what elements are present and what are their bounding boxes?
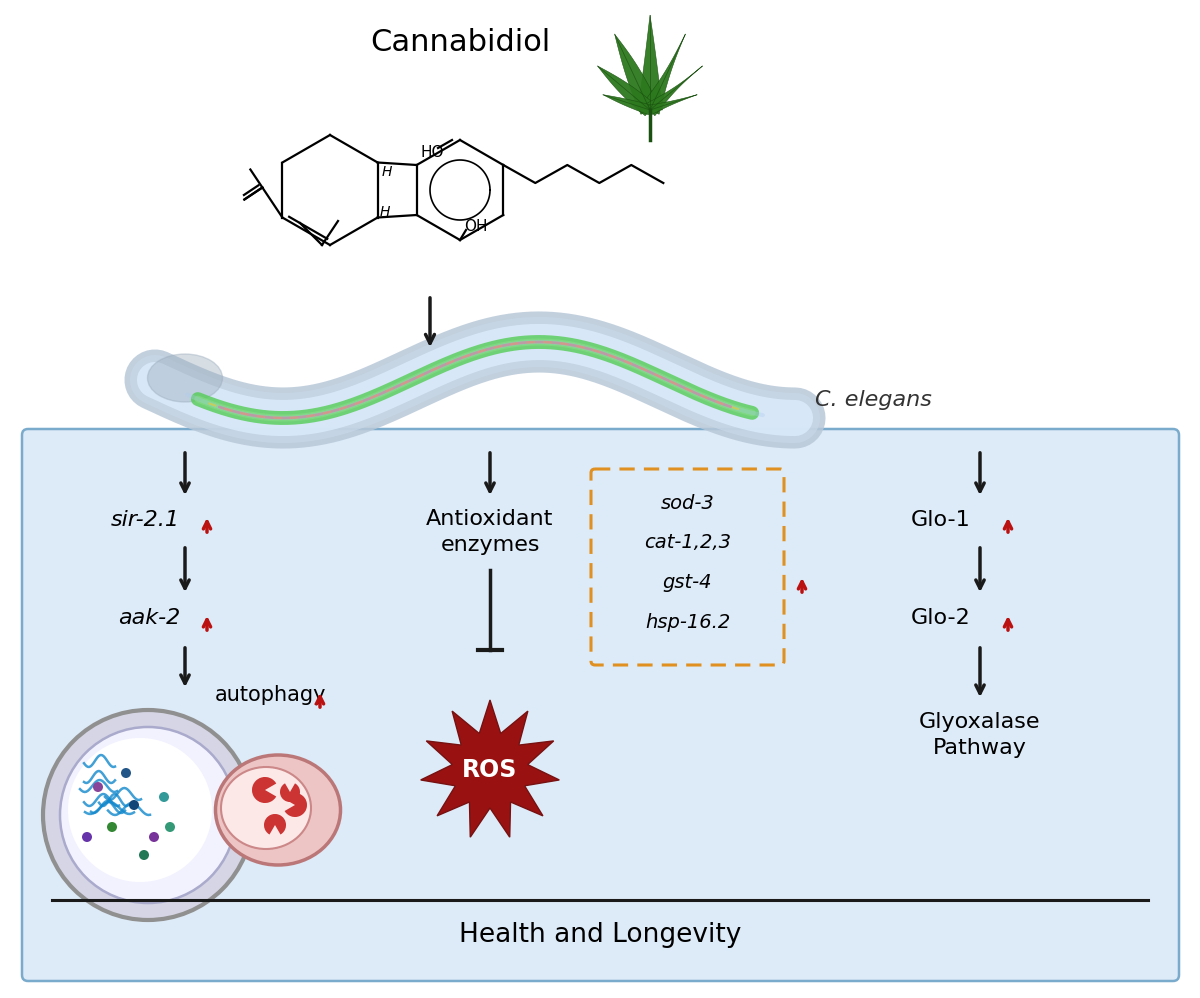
Wedge shape	[280, 783, 300, 802]
Circle shape	[130, 800, 139, 810]
Circle shape	[158, 792, 169, 802]
Wedge shape	[284, 793, 307, 817]
Wedge shape	[252, 777, 276, 803]
Circle shape	[107, 822, 118, 832]
Text: ROS: ROS	[462, 758, 517, 782]
FancyBboxPatch shape	[22, 429, 1178, 981]
Circle shape	[121, 768, 131, 778]
Polygon shape	[646, 66, 702, 116]
Text: sod-3: sod-3	[661, 493, 714, 513]
Text: autophagy: autophagy	[215, 685, 326, 705]
Circle shape	[82, 832, 92, 842]
Polygon shape	[421, 700, 559, 837]
Text: Cannabidiol: Cannabidiol	[370, 28, 550, 57]
Circle shape	[139, 850, 149, 860]
Text: OH: OH	[464, 219, 487, 234]
Text: gst-4: gst-4	[662, 574, 713, 593]
Text: C. elegans: C. elegans	[815, 390, 932, 410]
Polygon shape	[614, 34, 659, 114]
Text: sir-2.1: sir-2.1	[112, 510, 180, 530]
Wedge shape	[264, 814, 286, 834]
Ellipse shape	[148, 354, 222, 402]
Text: Glo-1: Glo-1	[911, 510, 970, 530]
Circle shape	[149, 832, 158, 842]
Polygon shape	[598, 66, 655, 116]
Ellipse shape	[216, 755, 341, 865]
Text: HO: HO	[420, 145, 444, 160]
Text: Glo-2: Glo-2	[911, 608, 970, 628]
Text: cat-1,2,3: cat-1,2,3	[644, 534, 731, 553]
Circle shape	[94, 782, 103, 792]
Text: Health and Longevity: Health and Longevity	[458, 922, 742, 948]
Ellipse shape	[221, 767, 311, 849]
Circle shape	[166, 822, 175, 832]
Text: hsp-16.2: hsp-16.2	[644, 614, 730, 633]
Text: H: H	[379, 205, 390, 219]
Polygon shape	[637, 15, 662, 110]
Text: H: H	[382, 166, 392, 180]
Circle shape	[43, 710, 253, 920]
Circle shape	[68, 738, 212, 882]
Text: Antioxidant
enzymes: Antioxidant enzymes	[426, 509, 553, 555]
FancyArrowPatch shape	[226, 805, 240, 806]
Polygon shape	[604, 95, 652, 115]
Text: aak-2: aak-2	[118, 608, 180, 628]
Circle shape	[60, 727, 236, 903]
Polygon shape	[648, 95, 697, 115]
Text: Glyoxalase
Pathway: Glyoxalase Pathway	[919, 712, 1040, 758]
FancyArrowPatch shape	[226, 816, 240, 822]
Polygon shape	[641, 34, 685, 114]
